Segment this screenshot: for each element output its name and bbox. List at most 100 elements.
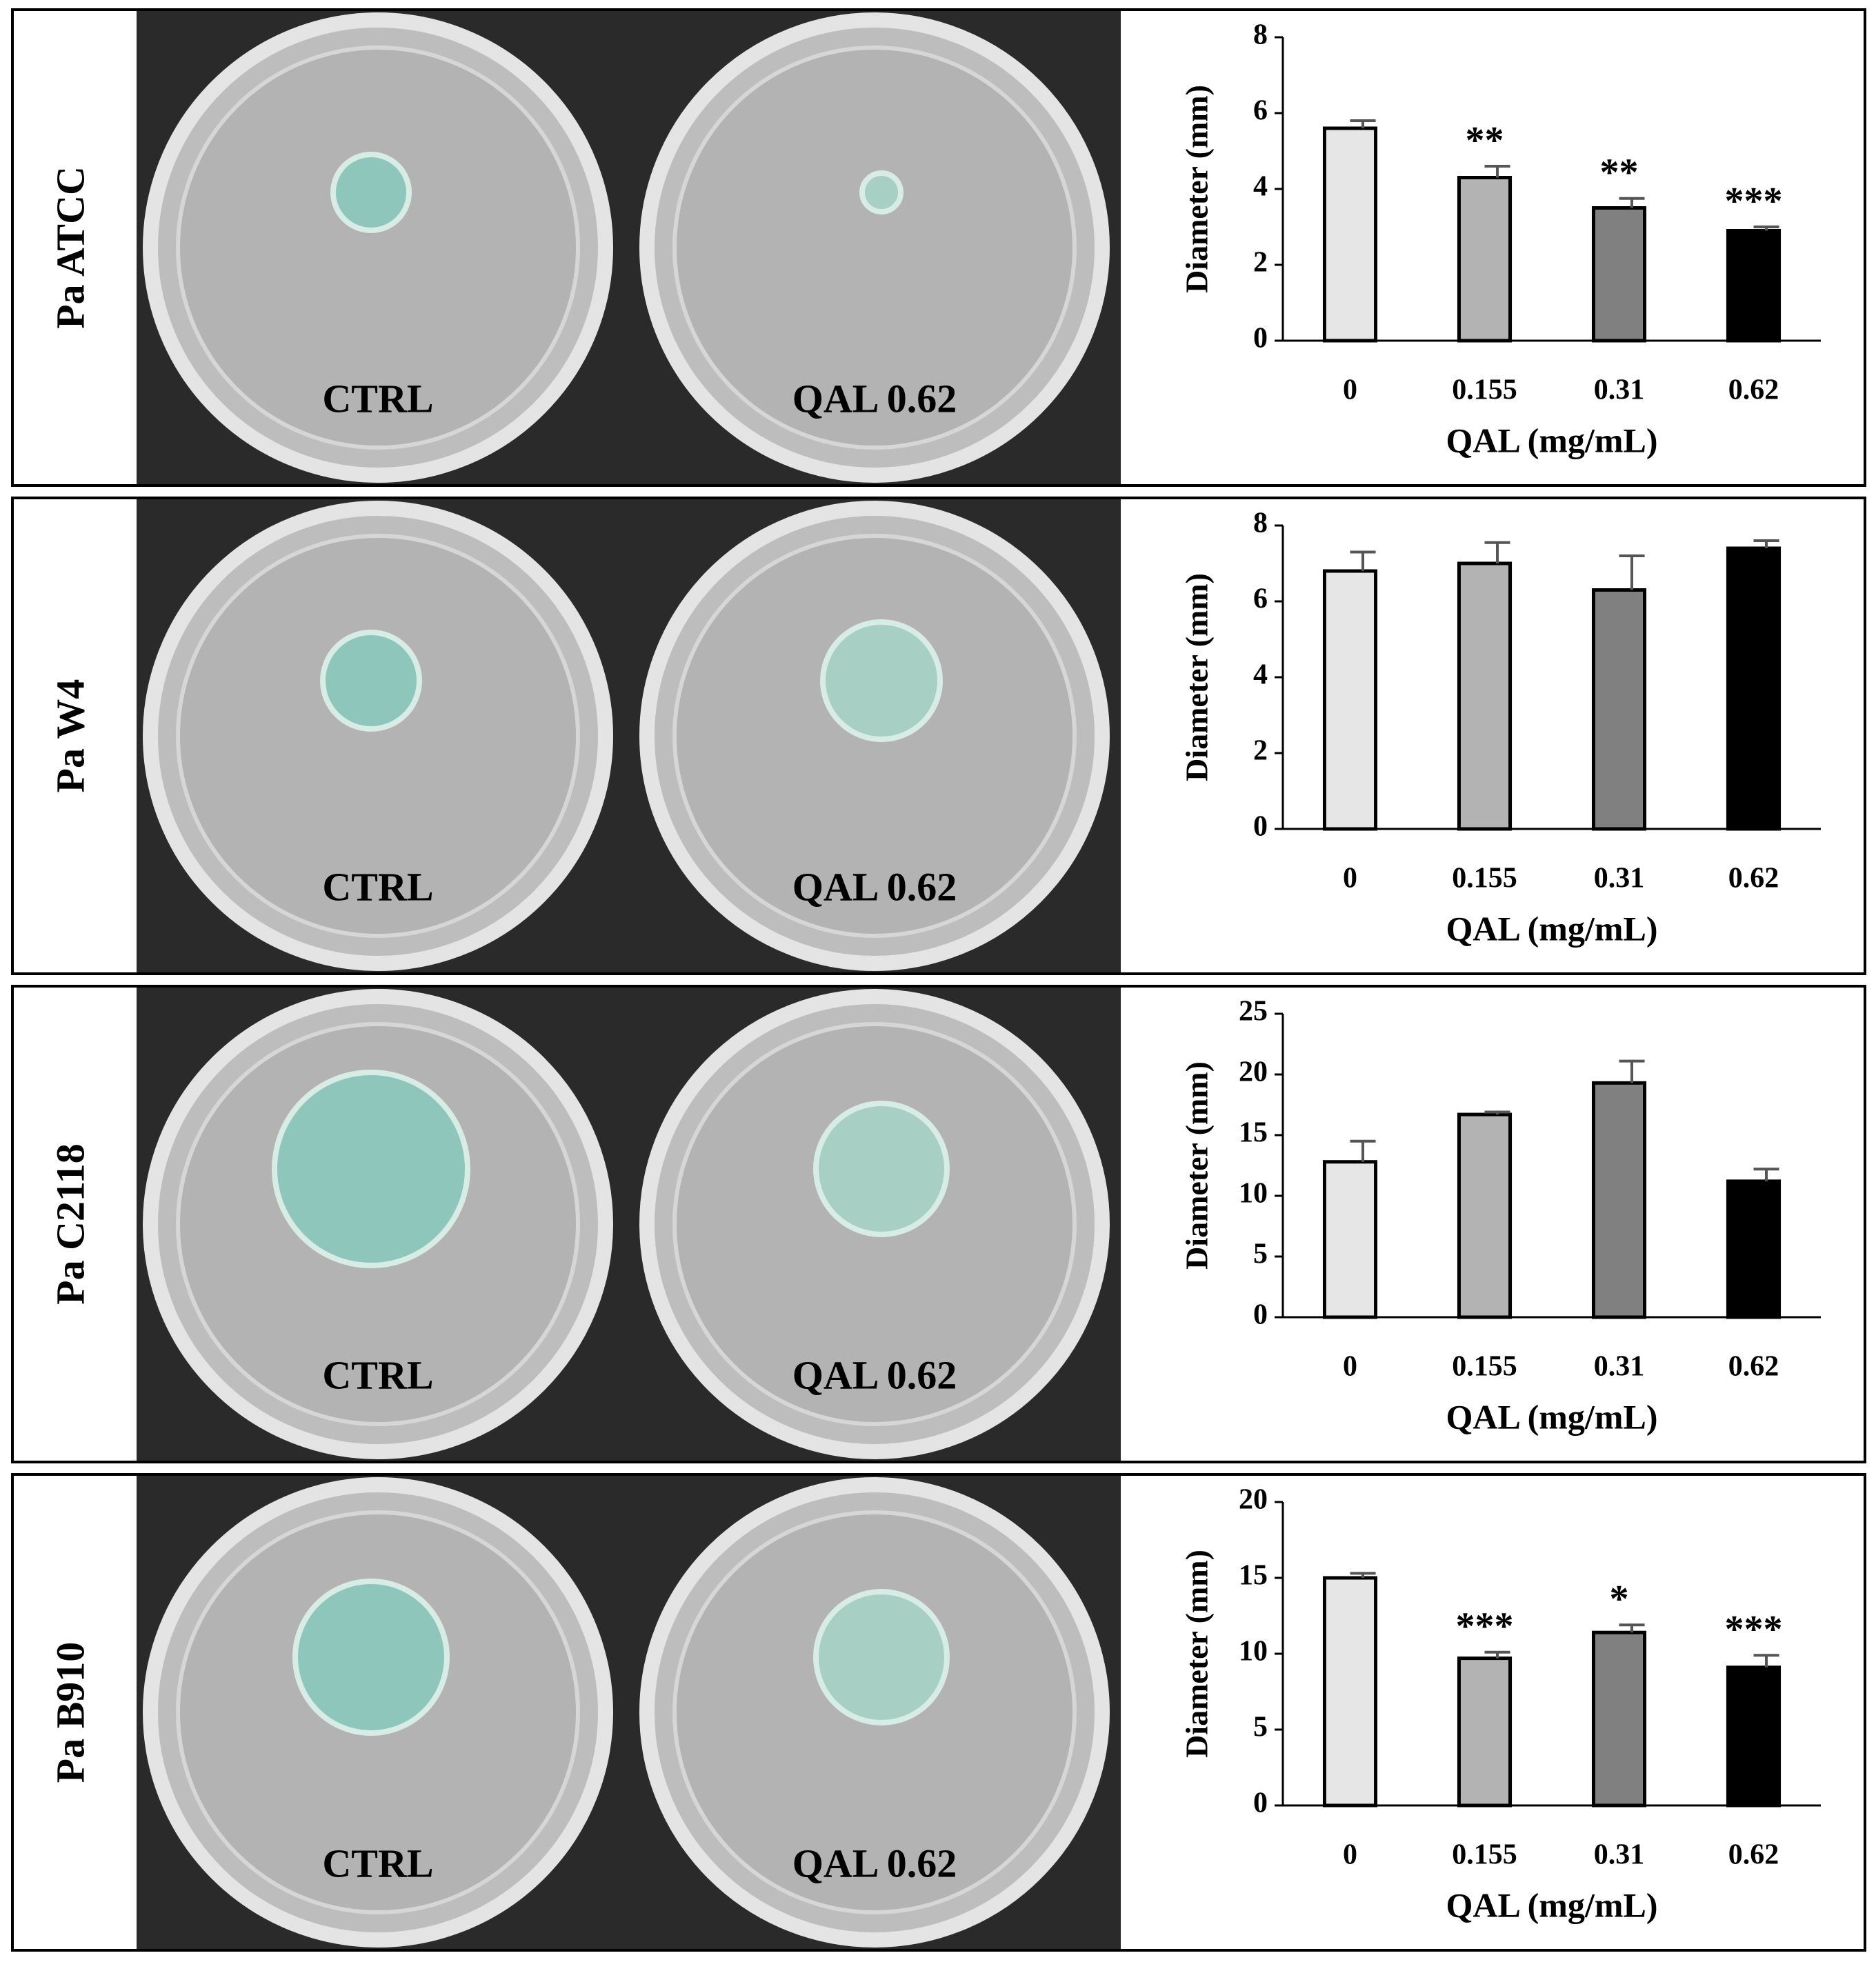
error-bar <box>1619 1059 1645 1083</box>
colony <box>330 152 412 233</box>
significance-label: * <box>1610 1578 1629 1621</box>
bar <box>1726 546 1782 831</box>
error-bar <box>1619 554 1645 590</box>
x-tick-label: 0.62 <box>1728 863 1779 894</box>
bar <box>1726 1179 1782 1319</box>
significance-label: *** <box>1456 1605 1514 1648</box>
y-tick-label: 15 <box>1239 1117 1268 1149</box>
y-tick-label: 10 <box>1239 1636 1268 1668</box>
bar <box>1591 1630 1647 1808</box>
x-axis-title: QAL (mg/mL) <box>1446 1397 1658 1436</box>
error-bar <box>1753 1654 1779 1668</box>
plate-label: CTRL <box>322 1352 433 1397</box>
x-tick-label: 0 <box>1343 863 1357 894</box>
x-axis-title: QAL (mg/mL) <box>1446 909 1658 948</box>
y-axis-title: Diameter (mm) <box>1179 85 1215 293</box>
x-tick-label: 0 <box>1343 374 1357 406</box>
error-bar <box>1619 1623 1645 1633</box>
y-tick-label: 0 <box>1253 323 1268 354</box>
bar <box>1457 1112 1513 1319</box>
x-tick-label: 0.155 <box>1452 1351 1517 1383</box>
y-tick-label: 4 <box>1253 659 1268 691</box>
error-bar <box>1350 119 1376 128</box>
panel-label: Pa W4 <box>48 679 92 793</box>
y-tick-label: 5 <box>1253 1712 1268 1743</box>
plate-label: QAL 0.62 <box>792 1352 957 1397</box>
colony <box>292 1579 450 1736</box>
bar <box>1457 561 1513 831</box>
x-tick-label: 0 <box>1343 1839 1357 1871</box>
significance-label: ** <box>1466 119 1504 162</box>
panel-label: Pa B910 <box>48 1642 92 1783</box>
bar <box>1322 1160 1378 1319</box>
significance-label: *** <box>1725 1608 1783 1651</box>
colony <box>813 1589 950 1725</box>
panel-border <box>11 497 1866 975</box>
error-bar <box>1619 197 1645 208</box>
plate-label: CTRL <box>322 864 433 909</box>
panel-label: Pa C2118 <box>48 1143 92 1305</box>
x-axis-title: QAL (mg/mL) <box>1446 421 1658 459</box>
error-bar <box>1753 1168 1779 1181</box>
plate-label: CTRL <box>322 1841 433 1885</box>
x-tick-label: 0.155 <box>1452 863 1517 894</box>
y-tick-label: 2 <box>1253 247 1268 279</box>
plate-label: CTRL <box>322 376 433 421</box>
colony <box>820 619 943 742</box>
y-tick-label: 20 <box>1239 1484 1268 1516</box>
panel-border <box>11 8 1866 487</box>
x-tick-label: 0.31 <box>1594 1839 1645 1871</box>
y-axis-title: Diameter (mm) <box>1179 1061 1215 1270</box>
x-tick-label: 0.155 <box>1452 1839 1517 1871</box>
y-tick-label: 25 <box>1239 996 1268 1028</box>
bar <box>1726 229 1782 343</box>
error-bar <box>1484 1650 1510 1659</box>
x-tick-label: 0.62 <box>1728 1351 1779 1383</box>
x-tick-label: 0.62 <box>1728 1839 1779 1871</box>
y-tick-label: 2 <box>1253 735 1268 767</box>
panel-border <box>11 985 1866 1463</box>
y-tick-label: 4 <box>1253 171 1268 203</box>
x-tick-label: 0.31 <box>1594 863 1645 894</box>
error-bar <box>1753 539 1779 548</box>
y-tick-label: 10 <box>1239 1178 1268 1210</box>
bar <box>1322 1576 1378 1808</box>
panel-border <box>11 1473 1866 1952</box>
bar <box>1322 126 1378 343</box>
x-tick-label: 0.31 <box>1594 1351 1645 1383</box>
bar <box>1591 1081 1647 1319</box>
bar <box>1591 206 1647 343</box>
error-bar <box>1350 1139 1376 1162</box>
y-tick-label: 20 <box>1239 1057 1268 1088</box>
bar <box>1591 588 1647 831</box>
bar <box>1726 1665 1782 1808</box>
y-tick-label: 0 <box>1253 811 1268 843</box>
x-tick-label: 0.31 <box>1594 374 1645 406</box>
bar <box>1457 176 1513 343</box>
x-tick-label: 0 <box>1343 1351 1357 1383</box>
plate-label: QAL 0.62 <box>792 376 957 421</box>
error-bar <box>1484 1110 1510 1115</box>
panel-label: Pa ATCC <box>48 166 92 329</box>
y-axis-title: Diameter (mm) <box>1179 1550 1215 1758</box>
petri-inner <box>176 46 580 450</box>
significance-label: *** <box>1725 180 1783 223</box>
colony <box>859 170 904 214</box>
error-bar <box>1753 226 1779 231</box>
petri-inner <box>672 46 1077 450</box>
y-tick-label: 8 <box>1253 19 1268 51</box>
error-bar <box>1350 1572 1376 1578</box>
error-bar <box>1484 165 1510 178</box>
y-tick-label: 0 <box>1253 1788 1268 1819</box>
y-tick-label: 0 <box>1253 1299 1268 1331</box>
plate-label: QAL 0.62 <box>792 1841 957 1885</box>
error-bar <box>1484 541 1510 563</box>
significance-label: ** <box>1600 152 1639 194</box>
y-tick-label: 8 <box>1253 508 1268 539</box>
plate-label: QAL 0.62 <box>792 864 957 909</box>
y-tick-label: 15 <box>1239 1560 1268 1592</box>
colony <box>272 1070 470 1268</box>
x-tick-label: 0.62 <box>1728 374 1779 406</box>
x-axis-title: QAL (mg/mL) <box>1446 1885 1658 1924</box>
